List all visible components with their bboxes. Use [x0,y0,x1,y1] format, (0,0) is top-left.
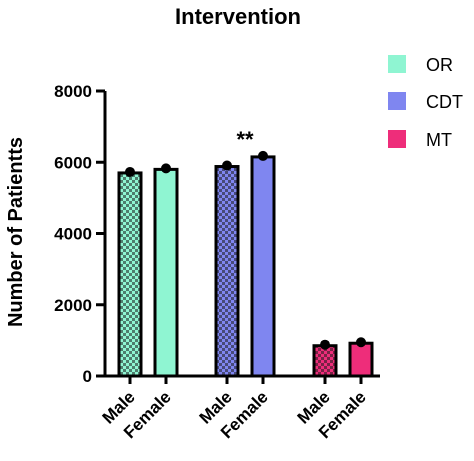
chart-title: Intervention [175,4,301,29]
legend-label-cdt: CDT [426,92,463,112]
y-tick-label: 2000 [54,296,92,315]
data-point [258,150,268,161]
bar-or-male [117,171,143,378]
data-point [320,339,330,350]
legend-swatch-cdt [388,92,406,110]
bar-mt-male [312,344,338,378]
data-point [222,160,232,171]
y-axis-label: Number of Patientts [5,137,27,327]
data-point [161,163,171,174]
data-point [356,337,366,348]
legend-swatch-mt [388,130,406,148]
bar-cdt-female [250,155,276,378]
legend-label-mt: MT [426,130,452,150]
bar-or-female [153,167,179,378]
y-tick-label: 4000 [54,225,92,244]
data-point [125,166,135,177]
significance-annotation: ** [236,127,254,152]
axes: 0 2000 4000 6000 8000 [54,82,380,386]
annotations: ** [236,127,254,152]
legend-label-or: OR [426,55,453,75]
legend-swatch-or [388,55,406,73]
y-tick-label: 6000 [54,153,92,172]
y-tick-label: 8000 [54,82,92,101]
legend: OR CDT MT [388,55,463,150]
bar-mt-female [348,341,374,378]
bar-cdt-male [214,165,240,378]
bars [117,150,374,378]
y-tick-label: 0 [83,367,92,386]
